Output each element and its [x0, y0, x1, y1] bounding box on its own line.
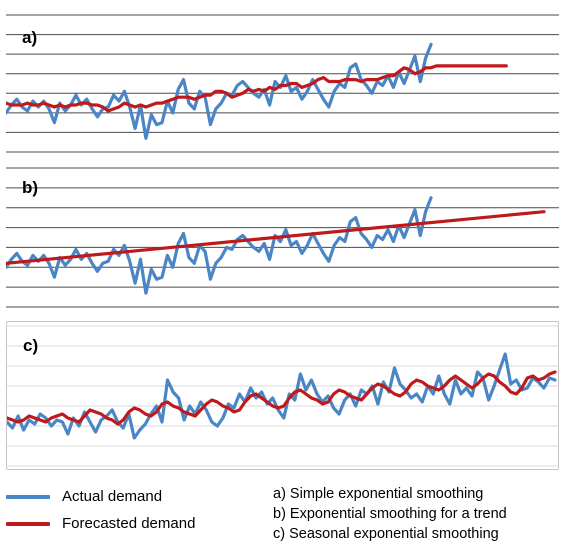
method-item-a: a) Simple exponential smoothing [273, 486, 484, 502]
actual-demand-line [7, 352, 557, 440]
legend-actual: Actual demand [6, 488, 162, 505]
legend: Actual demand Forecasted demand a) Simpl… [6, 484, 562, 550]
legend-forecast-swatch [6, 521, 50, 526]
legend-actual-swatch [6, 494, 50, 499]
actual-demand-line [6, 196, 433, 295]
legend-actual-label: Actual demand [62, 488, 163, 505]
chart-panel-b: b) [6, 165, 559, 311]
legend-forecast-label: Forecasted demand [62, 515, 196, 532]
panel-label-b: b) [22, 178, 39, 197]
panel-label-a: a) [22, 28, 38, 47]
legend-forecast: Forecasted demand [6, 515, 195, 532]
chart-panel-a: a) [6, 12, 559, 155]
forecast-demand-line [7, 370, 557, 426]
chart-svg-c [7, 325, 558, 467]
chart-svg-b [6, 167, 559, 308]
actual-demand-line [6, 42, 433, 140]
chart-panel-c: c) [6, 321, 559, 470]
method-item-c: c) Seasonal exponential smoothing [273, 526, 499, 542]
panel-label-c: c) [23, 336, 39, 355]
chart-svg-a [6, 14, 559, 153]
method-item-b: b) Exponential smoothing for a trend [273, 506, 507, 522]
method-list: a) Simple exponential smoothing b) Expon… [273, 484, 507, 544]
forecast-demand-line [6, 64, 508, 113]
forecast-demand-line [6, 210, 546, 265]
